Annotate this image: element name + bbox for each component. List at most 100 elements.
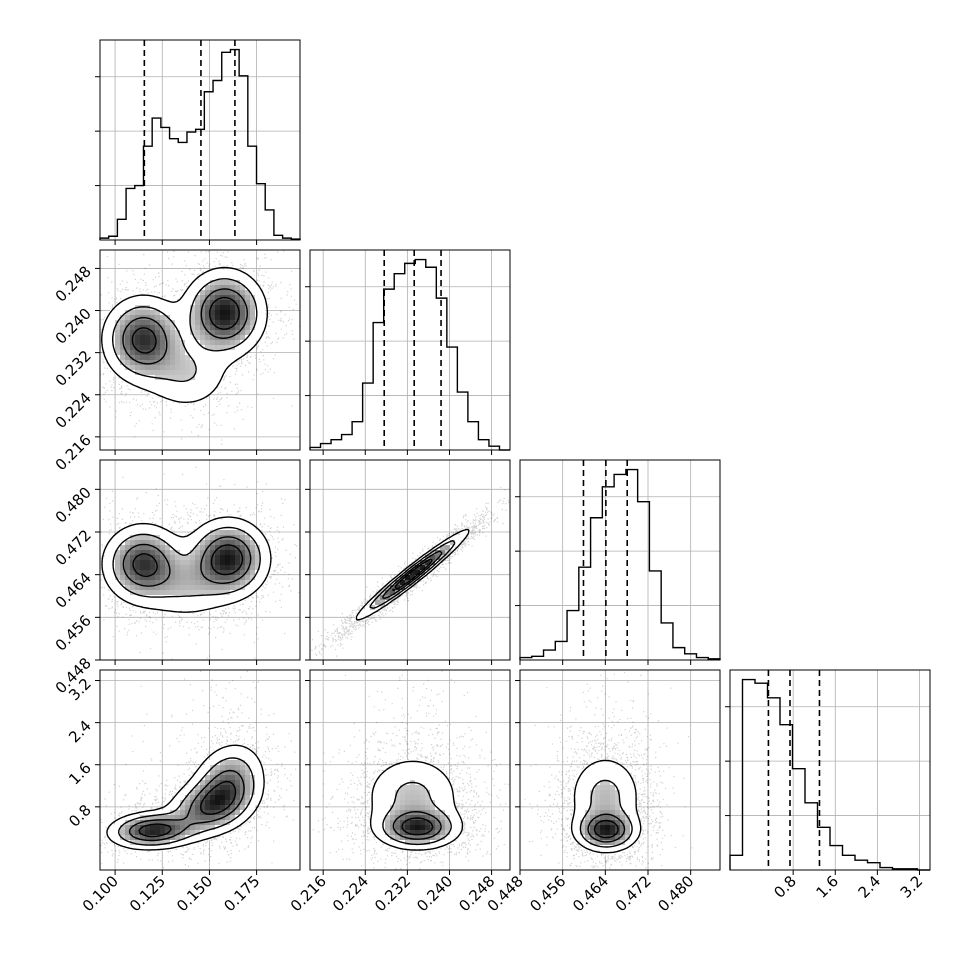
density-cell	[155, 600, 161, 606]
density-cell	[425, 780, 431, 786]
density-cell	[260, 310, 266, 316]
density-cell	[225, 765, 231, 771]
density-cell	[125, 560, 131, 566]
density-cell	[165, 305, 171, 311]
density-cell	[165, 365, 171, 371]
contour-line	[101, 516, 272, 613]
density-cell	[195, 360, 201, 366]
density-cell	[405, 575, 411, 581]
density-cell	[235, 795, 241, 801]
density-cell	[230, 550, 236, 556]
density-cell	[415, 810, 421, 816]
density-cell	[605, 765, 611, 771]
density-cell	[375, 805, 381, 811]
density-cell	[120, 840, 126, 846]
density-cell	[200, 605, 206, 611]
density-cell	[115, 550, 121, 556]
density-cell	[605, 815, 611, 821]
density-cell	[595, 815, 601, 821]
density-cell	[255, 555, 261, 561]
density-cell	[160, 315, 166, 321]
density-cell	[135, 825, 141, 831]
density-cell	[220, 570, 226, 576]
density-cell	[590, 815, 596, 821]
density-cell	[245, 275, 251, 281]
density-cell	[230, 355, 236, 361]
density-cell	[115, 565, 121, 571]
density-cell	[240, 745, 246, 751]
density-cell	[385, 785, 391, 791]
density-cell	[225, 790, 231, 796]
density-cell	[215, 540, 221, 546]
density-cell	[170, 350, 176, 356]
density-cell	[230, 560, 236, 566]
density-cell	[215, 340, 221, 346]
density-cell	[255, 315, 261, 321]
density-cell	[150, 350, 156, 356]
density-cell	[120, 370, 126, 376]
density-cell	[220, 530, 226, 536]
density-cell	[410, 810, 416, 816]
histogram-step	[99, 48, 301, 240]
density-cell	[170, 345, 176, 351]
density-cell	[175, 820, 181, 826]
density-cell	[400, 770, 406, 776]
density-cell	[205, 760, 211, 766]
density-cell	[235, 345, 241, 351]
density-cell	[215, 380, 221, 386]
density-cell	[395, 585, 401, 591]
density-cell	[250, 300, 256, 306]
density-cell	[105, 320, 111, 326]
density-cell	[225, 585, 231, 591]
density-cell	[610, 835, 616, 841]
density-cell	[130, 585, 136, 591]
histogram-step	[309, 258, 510, 451]
density-cell	[175, 590, 181, 596]
density-cell	[140, 320, 146, 326]
density-cell	[200, 765, 206, 771]
density-cell	[250, 760, 256, 766]
density-cell	[155, 575, 161, 581]
density-cell	[220, 795, 226, 801]
density-cell	[460, 535, 466, 541]
density-cell	[240, 765, 246, 771]
density-cell	[430, 815, 436, 821]
density-cell	[395, 805, 401, 811]
density-cell	[145, 335, 151, 341]
density-cell	[215, 780, 221, 786]
x-tick-label: 0.232	[371, 872, 414, 915]
density-cell	[170, 310, 176, 316]
density-cell	[195, 565, 201, 571]
density-cell	[225, 555, 231, 561]
density-cell	[230, 280, 236, 286]
density-cell	[390, 840, 396, 846]
density-cell	[180, 565, 186, 571]
density-cell	[435, 770, 441, 776]
density-cell	[235, 595, 241, 601]
density-cell	[180, 555, 186, 561]
contour-line	[131, 296, 240, 354]
density-cell	[175, 840, 181, 846]
density-cell	[170, 375, 176, 381]
x-tick-label: 0.480	[654, 872, 697, 915]
density-cell	[120, 560, 126, 566]
density-cell	[125, 820, 131, 826]
density-cell	[585, 805, 591, 811]
density-cell	[450, 815, 456, 821]
density-cell	[205, 335, 211, 341]
density-cell	[580, 815, 586, 821]
density-cell	[420, 770, 426, 776]
density-cell	[215, 795, 221, 801]
density-cell	[135, 585, 141, 591]
density-cell	[135, 355, 141, 361]
density-cell	[420, 795, 426, 801]
density-cell	[200, 280, 206, 286]
density-cell	[155, 525, 161, 531]
density-cell	[430, 835, 436, 841]
density-cell	[155, 830, 161, 836]
density-cell	[395, 840, 401, 846]
density-cell	[430, 810, 436, 816]
density-cell	[190, 555, 196, 561]
density-cell	[170, 365, 176, 371]
density-cell	[250, 785, 256, 791]
